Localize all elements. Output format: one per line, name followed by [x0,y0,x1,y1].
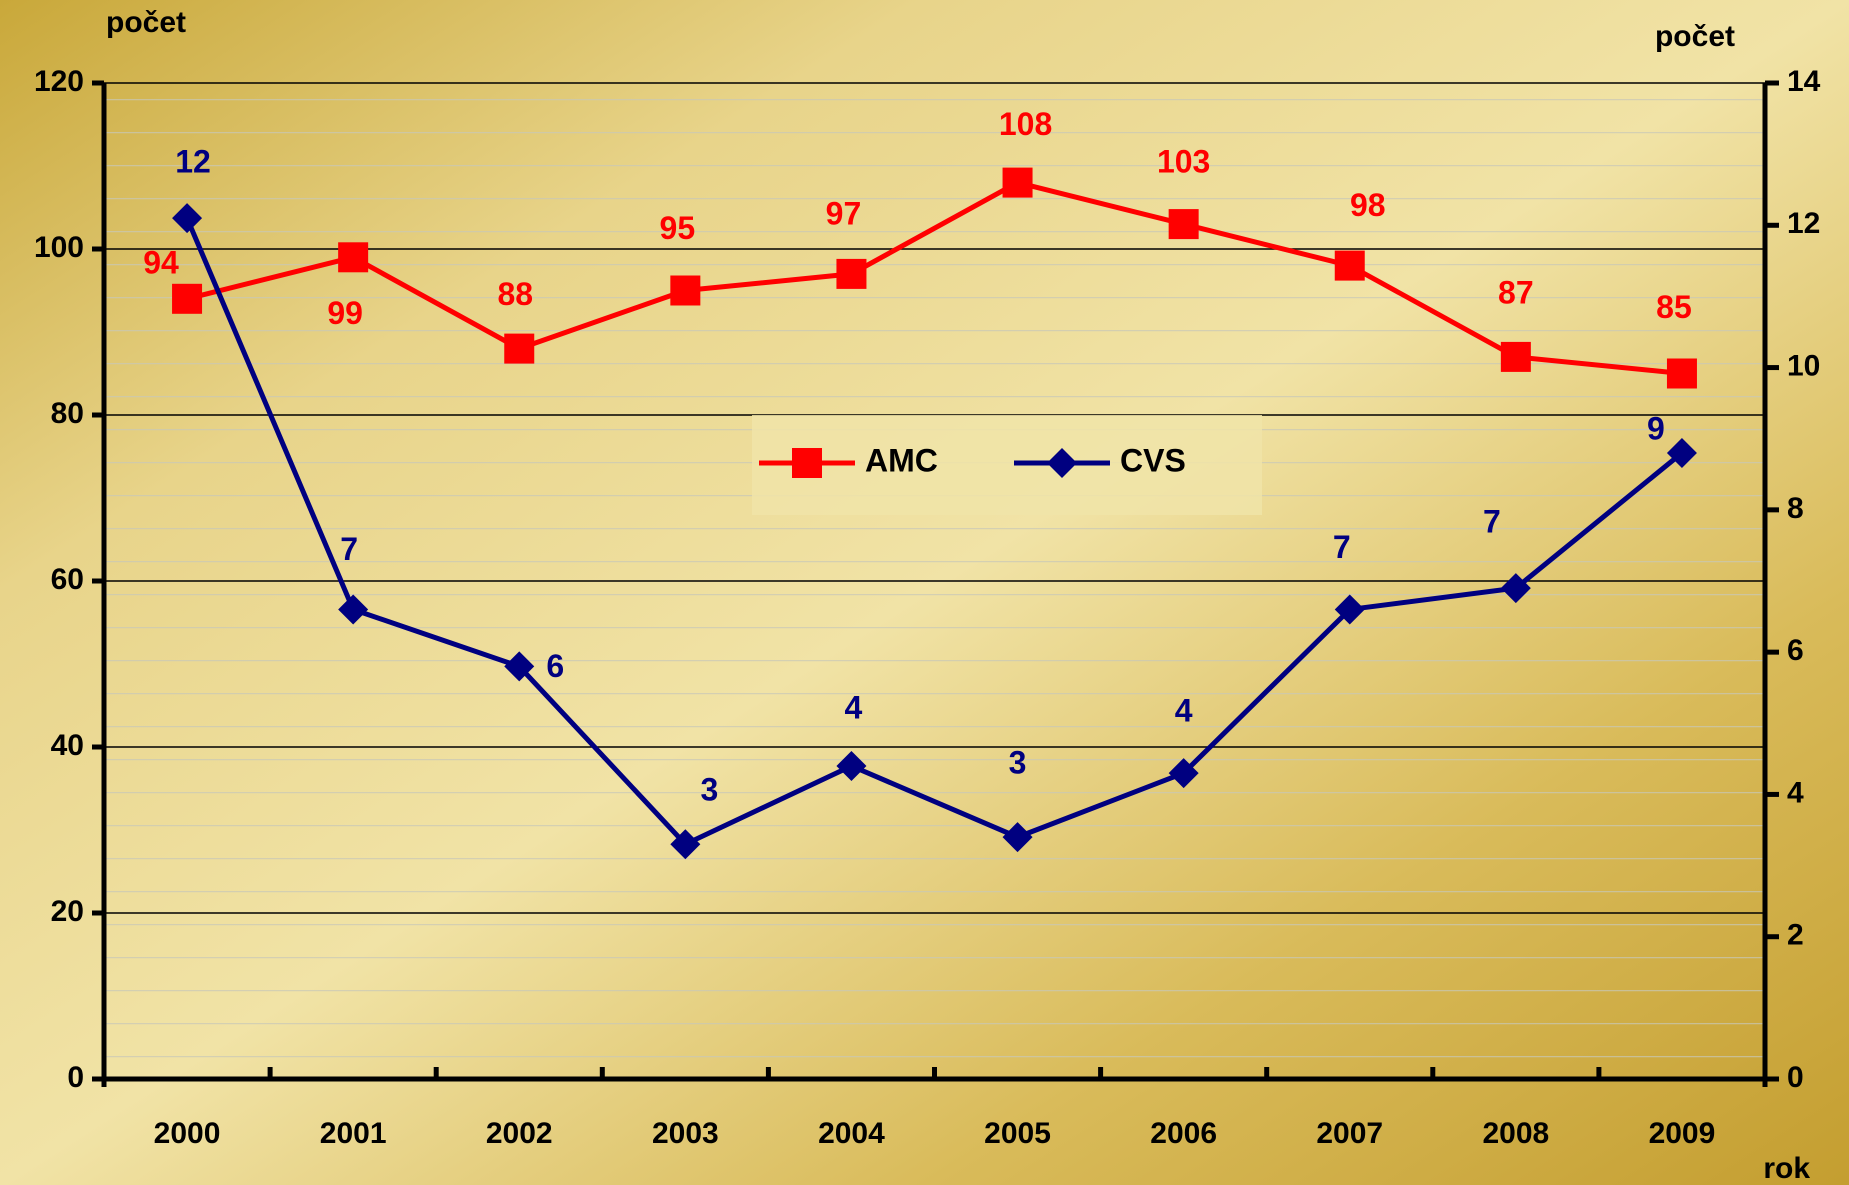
data-label: 98 [1350,187,1386,223]
point [1168,209,1199,240]
data-label: 7 [1333,529,1351,565]
legend-label: CVS [1120,442,1186,478]
data-label: 88 [497,276,533,312]
y-tick-label: 0 [67,1061,84,1094]
point [670,275,701,306]
point [836,258,867,289]
x-tick-label: 2008 [1482,1117,1549,1150]
data-label: 97 [826,195,862,231]
point [172,203,203,234]
data-label: 4 [845,689,863,725]
x-tick-label: 2007 [1316,1117,1383,1150]
data-label: 103 [1157,144,1210,180]
y2-tick-label: 14 [1787,65,1821,98]
data-label: 9 [1647,410,1665,446]
data-label: 99 [327,295,363,331]
y2-tick-label: 12 [1787,207,1820,240]
y2-tick-label: 6 [1787,634,1804,667]
data-label: 87 [1498,274,1534,310]
x-tick-label: 2009 [1649,1117,1716,1150]
data-label: 95 [660,210,696,246]
data-label: 12 [175,144,211,180]
point [172,283,203,314]
data-label: 7 [1483,504,1501,540]
point [1002,167,1033,198]
y2-tick-label: 2 [1787,919,1804,952]
data-label: 94 [143,244,179,280]
x-axis-label: rok [1763,1152,1810,1185]
point [1334,250,1365,281]
y-axis-label: počet [106,6,186,39]
y-tick-label: 120 [34,65,84,98]
point [338,242,369,273]
data-label: 6 [546,648,564,684]
y2-tick-label: 10 [1787,349,1820,382]
data-label: 7 [340,531,358,567]
y-tick-label: 100 [34,231,84,264]
y-tick-label: 20 [51,895,84,928]
y-tick-label: 60 [51,563,84,596]
data-label: 108 [999,106,1052,142]
legend-marker [1047,448,1077,478]
point [1334,594,1365,625]
legend-label: AMC [865,442,938,478]
x-tick-label: 2005 [984,1117,1051,1150]
point [1168,758,1199,789]
point [338,594,369,625]
x-tick-label: 2003 [652,1117,719,1150]
series-line [184,217,1684,848]
legend-marker [792,448,822,478]
y-tick-label: 80 [51,397,84,430]
data-label: 3 [700,772,718,808]
x-tick-label: 2004 [818,1117,885,1150]
data-label: 3 [1009,745,1027,781]
x-tick-label: 2001 [320,1117,387,1150]
point [1500,573,1531,604]
point [670,829,701,860]
point [836,750,867,781]
y2-tick-label: 4 [1787,776,1804,809]
point [1666,437,1697,468]
y2-axis-label: počet [1655,20,1735,53]
data-label: 85 [1656,289,1692,325]
y2-tick-label: 0 [1787,1061,1804,1094]
data-label: 4 [1175,693,1193,729]
x-tick-label: 2006 [1150,1117,1217,1150]
y-tick-label: 40 [51,729,84,762]
x-tick-label: 2002 [486,1117,553,1150]
point [1002,822,1033,853]
point [504,333,535,364]
series-line [186,179,1683,376]
y2-tick-label: 8 [1787,492,1804,525]
x-tick-label: 2000 [154,1117,221,1150]
point [504,651,535,682]
point [1666,358,1697,389]
point [1500,341,1531,372]
